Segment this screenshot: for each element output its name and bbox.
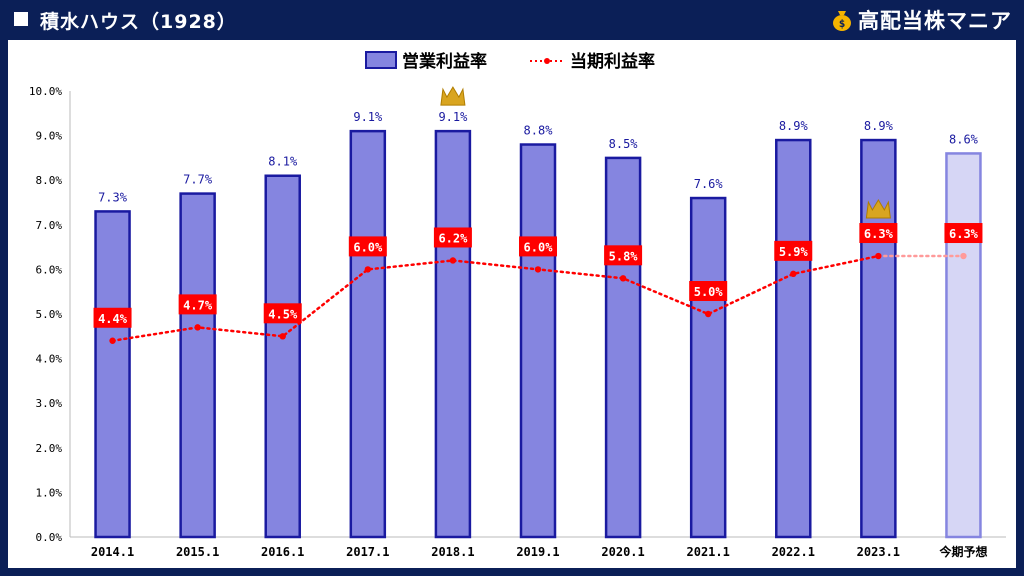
bar-value-label: 7.6% xyxy=(694,177,724,191)
line-value-label: 5.9% xyxy=(779,245,809,259)
legend-bar-label: 営業利益率 xyxy=(402,51,487,72)
bar-value-label: 8.9% xyxy=(779,119,809,133)
x-tick-label: 2014.1 xyxy=(91,545,134,559)
bar xyxy=(519,143,557,539)
chart: 営業利益率 当期利益率 0.0% 1.0% 2.0% 3.0% 4.0% 5.0% 6.0%… xyxy=(29,51,1006,559)
brand: $ 高配当株マニア xyxy=(832,6,1012,34)
line-label-box xyxy=(519,236,557,257)
header-bar: 積水ハウス（1928） $ 高配当株マニア xyxy=(0,0,1024,40)
title-square-icon xyxy=(14,12,28,26)
bar xyxy=(94,210,131,539)
line-label-box xyxy=(348,236,387,257)
x-tick-label: 今期予想 xyxy=(938,544,987,559)
bar-value-label: 7.3% xyxy=(98,190,128,204)
y-tick-label: 5.0% xyxy=(36,308,63,321)
line-point xyxy=(960,252,967,260)
line-point xyxy=(619,275,627,282)
bar-value-label: 9.1% xyxy=(438,110,468,124)
chart-panel: 営業利益率 当期利益率 0.0% 1.0% 2.0% 3.0% 4.0% 5.0% 6.0%… xyxy=(8,40,1016,568)
line-value-label: 4.4% xyxy=(98,312,128,326)
bar-value-label: 7.7% xyxy=(183,173,213,187)
line-label-box xyxy=(774,240,813,261)
line-value-label: 6.3% xyxy=(949,227,979,241)
legend-line-marker xyxy=(544,58,550,64)
line-point xyxy=(279,333,286,340)
crown-icon xyxy=(865,199,891,219)
y-tick-label: 4.0% xyxy=(36,353,63,366)
legend-bar-swatch xyxy=(365,51,397,69)
x-tick-label: 2022.1 xyxy=(772,545,815,559)
money-bag-icon: $ xyxy=(833,11,851,31)
bar-value-label: 8.9% xyxy=(864,119,894,133)
line-label-box xyxy=(263,303,302,324)
x-tick-label: 2021.1 xyxy=(687,545,730,559)
line-point xyxy=(449,257,457,264)
bar-value-label: 8.5% xyxy=(609,137,639,151)
line-label-box xyxy=(93,307,132,328)
y-tick-label: 9.0% xyxy=(36,130,63,143)
line-label-box xyxy=(433,227,472,248)
bar-value-label: 8.1% xyxy=(268,155,298,169)
line-point xyxy=(364,266,372,273)
line-value-label: 5.8% xyxy=(609,249,639,263)
line-point xyxy=(534,266,542,273)
legend: 営業利益率 当期利益率 xyxy=(365,51,655,72)
x-tick-label: 2020.1 xyxy=(601,545,644,559)
line-value-label: 6.2% xyxy=(438,231,468,245)
y-tick-label: 8.0% xyxy=(36,174,63,187)
line-label-box xyxy=(604,245,643,266)
bar xyxy=(264,174,301,539)
y-tick-label: 0.0% xyxy=(36,531,63,544)
brand-name: 高配当株マニア xyxy=(858,9,1012,33)
line-value-label: 5.0% xyxy=(694,285,724,299)
line-point xyxy=(790,270,797,278)
line-label-box xyxy=(859,223,898,244)
bar-value-label: 8.8% xyxy=(524,124,554,138)
line-value-label: 6.0% xyxy=(524,240,554,254)
y-tick-label: 3.0% xyxy=(36,397,63,410)
y-tick-label: 10.0% xyxy=(29,85,62,98)
line-series xyxy=(111,254,880,343)
line-label-box xyxy=(178,294,217,315)
bar xyxy=(945,152,982,539)
line-label-box xyxy=(689,281,728,301)
crown-icon xyxy=(440,86,466,106)
bar xyxy=(604,156,642,539)
line-point xyxy=(875,252,882,260)
legend-line-label: 当期利益率 xyxy=(570,51,655,72)
line-value-label: 4.7% xyxy=(183,298,213,312)
bar xyxy=(349,129,387,539)
line-label-box xyxy=(944,223,983,244)
bar xyxy=(689,196,727,539)
y-tick-label: 1.0% xyxy=(36,486,63,499)
x-tick-label: 2017.1 xyxy=(346,545,389,559)
line-point xyxy=(194,324,201,331)
bar-value-label: 9.1% xyxy=(353,110,383,124)
bar-value-label: 8.6% xyxy=(949,132,979,146)
x-tick-label: 2019.1 xyxy=(516,545,559,559)
y-tick-label: 2.0% xyxy=(36,442,63,455)
x-tick-label: 2016.1 xyxy=(261,545,304,559)
y-tick-label: 6.0% xyxy=(36,263,63,276)
y-tick-label: 7.0% xyxy=(36,219,63,232)
line-value-label: 4.5% xyxy=(268,307,298,321)
page-title: 積水ハウス（1928） xyxy=(40,11,237,33)
bar xyxy=(179,192,216,539)
bar xyxy=(775,138,812,539)
x-tick-label: 2018.1 xyxy=(431,545,474,559)
x-tick-label: 2023.1 xyxy=(857,545,900,559)
line-point xyxy=(109,337,116,344)
line-value-label: 6.3% xyxy=(864,227,894,241)
line-value-label: 6.0% xyxy=(353,240,383,254)
line-point xyxy=(704,310,712,318)
svg-text:$: $ xyxy=(839,17,846,30)
x-tick-label: 2015.1 xyxy=(176,545,219,559)
bar xyxy=(434,129,472,539)
